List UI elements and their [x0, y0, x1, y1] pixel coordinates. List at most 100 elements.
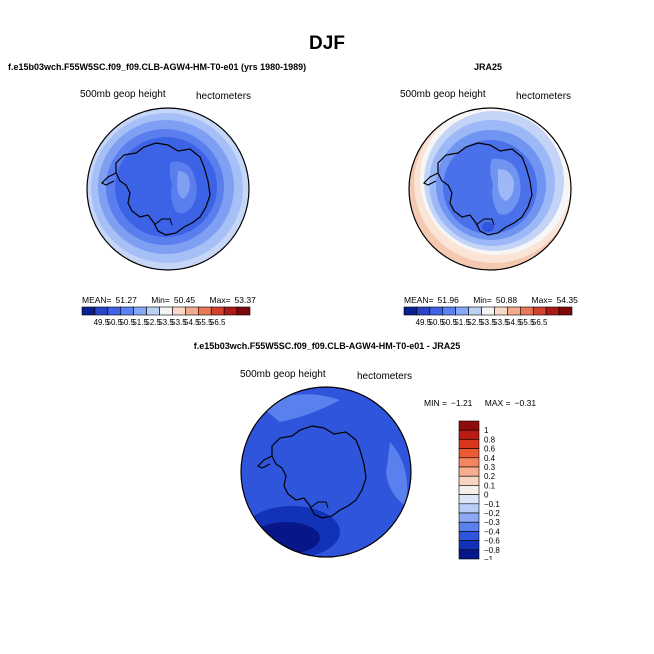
colorbar-box — [236, 306, 251, 316]
diff-panel-title: f.e15b03wch.F55W5SC.f09_f09.CLB-AGW4-HM-… — [193, 341, 461, 351]
model-colorbar: 49.550.550.551.552.553.553.554.555.556.5 — [81, 306, 251, 327]
map-border — [240, 386, 412, 558]
colorbar-box — [532, 306, 547, 316]
colorbar-tick-label: 50.5 — [107, 318, 123, 327]
colorbar-box — [494, 306, 508, 316]
max-label: MAX = — [484, 398, 511, 408]
colorbar-box — [198, 306, 212, 316]
colorbar-box — [558, 306, 573, 316]
mean-label: MEAN= — [404, 295, 434, 305]
coastline — [422, 172, 439, 186]
colorbar-box — [159, 306, 173, 316]
colorbar-tick-label: 51.5 — [454, 318, 470, 327]
obs-variable-label: 500mb geop height — [400, 89, 486, 100]
colorbar-box — [185, 306, 199, 316]
colorbar-box — [416, 306, 431, 316]
coastline — [437, 142, 533, 236]
colorbar-tick-label: 0.8 — [484, 435, 496, 444]
contour-band — [252, 522, 320, 554]
max-value: 53.37 — [234, 295, 256, 305]
colorbar-box — [458, 485, 480, 495]
coastline — [115, 142, 211, 236]
coastline — [100, 172, 117, 186]
max-value: −0.31 — [514, 398, 537, 408]
contour-band — [386, 442, 408, 506]
colorbar-box — [403, 306, 418, 316]
map-border — [86, 107, 250, 271]
colorbar-box — [520, 306, 534, 316]
contour-band — [443, 140, 537, 234]
diff-units-label: hectometers — [357, 371, 413, 382]
obs-stats: MEAN= 51.96 Min= 50.88 Max= 54.35 — [404, 295, 582, 305]
colorbar-box — [545, 306, 560, 316]
obs-units-label: hectometers — [516, 91, 572, 102]
max-label: Max= — [531, 295, 553, 305]
map-border — [408, 107, 572, 271]
min-value: 50.45 — [173, 295, 196, 305]
model-panel-title: f.e15b03wch.F55W5SC.f09_f09.CLB-AGW4-HM-… — [8, 62, 307, 72]
colorbar-tick-label: 50.5 — [441, 318, 457, 327]
coastline — [153, 218, 173, 226]
colorbar-box — [133, 306, 147, 316]
model-stats: MEAN= 51.27 Min= 50.45 Max= 53.37 — [82, 295, 260, 305]
colorbar-tick-label: −0.8 — [484, 546, 500, 555]
coastline — [309, 501, 329, 509]
colorbar-tick-label: 0 — [484, 491, 489, 500]
colorbar-box — [458, 457, 480, 468]
model-polar-map — [86, 107, 250, 271]
min-label: Min= — [473, 295, 492, 305]
contour-band — [177, 171, 190, 199]
model-variable-label: 500mb geop height — [80, 89, 166, 100]
diff-stats: MIN = −1.21 MAX = −0.31 — [424, 398, 540, 408]
colorbar-box — [458, 429, 480, 440]
diff-variable-label: 500mb geop height — [240, 369, 326, 380]
colorbar-box — [458, 503, 480, 514]
coastline — [271, 425, 367, 519]
mean-label: MEAN= — [82, 295, 112, 305]
colorbar-tick-label: 50.5 — [429, 318, 445, 327]
colorbar-box — [210, 306, 225, 316]
colorbar-tick-label: −0.2 — [484, 509, 500, 518]
colorbar-box — [442, 306, 456, 316]
colorbar-tick-label: −0.3 — [484, 518, 500, 527]
model-units-label: hectometers — [196, 91, 252, 102]
colorbar-tick-label: −1 — [484, 555, 494, 560]
colorbar-box — [172, 306, 186, 316]
colorbar-tick-label: 0.2 — [484, 472, 496, 481]
colorbar-tick-label: 0.4 — [484, 454, 496, 463]
colorbar-tick-label: 54.5 — [506, 318, 522, 327]
colorbar-box — [481, 306, 495, 316]
colorbar-tick-label: 0.3 — [484, 463, 496, 472]
colorbar-box — [107, 306, 122, 316]
colorbar-tick-label: 0.1 — [484, 481, 496, 490]
colorbar-box — [94, 306, 109, 316]
colorbar-box — [507, 306, 521, 316]
colorbar-box — [81, 306, 96, 316]
min-label: Min= — [151, 295, 170, 305]
mean-value: 51.27 — [115, 295, 137, 305]
colorbar-tick-label: 1 — [484, 426, 489, 435]
colorbar-box — [458, 549, 480, 560]
colorbar-box — [458, 494, 480, 505]
colorbar-box — [468, 306, 482, 316]
colorbar-box — [120, 306, 134, 316]
colorbar-box — [146, 306, 160, 316]
colorbar-tick-label: 56.5 — [210, 318, 226, 327]
colorbar-tick-label: 54.5 — [184, 318, 200, 327]
colorbar-box — [458, 439, 480, 449]
colorbar-box — [458, 512, 480, 523]
colorbar-tick-label: 56.5 — [532, 318, 548, 327]
mean-value: 51.96 — [437, 295, 459, 305]
diff-colorbar: 10.80.60.40.30.20.10−0.1−0.2−0.3−0.4−0.6… — [458, 420, 500, 560]
colorbar-tick-label: 52.5 — [145, 318, 161, 327]
colorbar-box — [458, 466, 480, 477]
colorbar-tick-label: 55.5 — [197, 318, 213, 327]
colorbar-tick-label: 53.5 — [158, 318, 174, 327]
colorbar-box — [458, 448, 480, 459]
colorbar-tick-label: 49.5 — [416, 318, 432, 327]
diff-polar-map — [240, 386, 412, 558]
colorbar-box — [455, 306, 469, 316]
colorbar-box — [223, 306, 238, 316]
colorbar-tick-label: 53.5 — [171, 318, 187, 327]
colorbar-tick-label: 53.5 — [480, 318, 496, 327]
